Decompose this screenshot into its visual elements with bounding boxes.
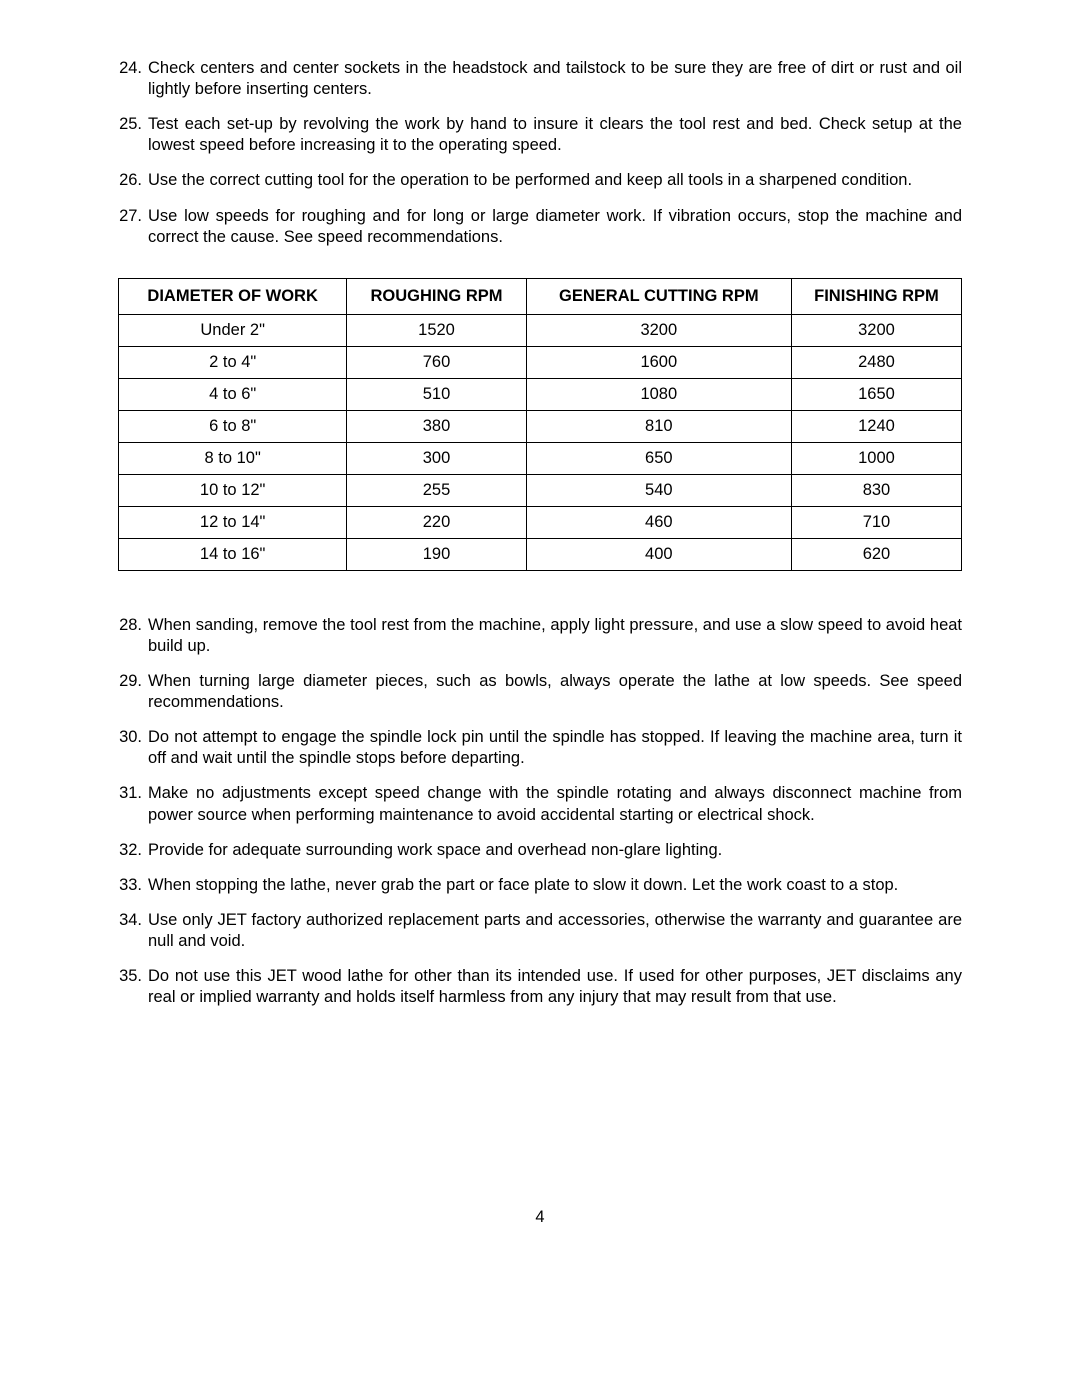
table-row: 4 to 6"51010801650 bbox=[119, 378, 962, 410]
list-item-text: When stopping the lathe, never grab the … bbox=[148, 875, 962, 896]
table-cell: 8 to 10" bbox=[119, 442, 347, 474]
table-header-row: DIAMETER OF WORKROUGHING RPMGENERAL CUTT… bbox=[119, 278, 962, 314]
table-cell: 380 bbox=[347, 410, 526, 442]
list-item: 26.Use the correct cutting tool for the … bbox=[118, 170, 962, 191]
list-item-number: 28. bbox=[118, 615, 148, 636]
table-cell: 300 bbox=[347, 442, 526, 474]
table-cell: 220 bbox=[347, 506, 526, 538]
table-row: 10 to 12"255540830 bbox=[119, 474, 962, 506]
table-row: 6 to 8"3808101240 bbox=[119, 410, 962, 442]
table-row: 8 to 10"3006501000 bbox=[119, 442, 962, 474]
speed-table-wrap: DIAMETER OF WORKROUGHING RPMGENERAL CUTT… bbox=[118, 278, 962, 571]
list-item-number: 33. bbox=[118, 875, 148, 896]
list-item: 35.Do not use this JET wood lathe for ot… bbox=[118, 966, 962, 1008]
table-header-cell: ROUGHING RPM bbox=[347, 278, 526, 314]
list-item-number: 26. bbox=[118, 170, 148, 191]
list-item-text: Test each set-up by revolving the work b… bbox=[148, 114, 962, 156]
list-item: 29.When turning large diameter pieces, s… bbox=[118, 671, 962, 713]
table-header-cell: DIAMETER OF WORK bbox=[119, 278, 347, 314]
table-cell: 460 bbox=[526, 506, 791, 538]
table-row: 12 to 14"220460710 bbox=[119, 506, 962, 538]
table-cell: 540 bbox=[526, 474, 791, 506]
list-item-number: 32. bbox=[118, 840, 148, 861]
table-cell: 4 to 6" bbox=[119, 378, 347, 410]
list-item: 33.When stopping the lathe, never grab t… bbox=[118, 875, 962, 896]
list-item-text: Do not use this JET wood lathe for other… bbox=[148, 966, 962, 1008]
table-cell: 830 bbox=[791, 474, 961, 506]
list-item-number: 30. bbox=[118, 727, 148, 748]
table-cell: 1000 bbox=[791, 442, 961, 474]
list-item-text: When turning large diameter pieces, such… bbox=[148, 671, 962, 713]
table-body: Under 2"1520320032002 to 4"760160024804 … bbox=[119, 314, 962, 570]
table-cell: 255 bbox=[347, 474, 526, 506]
table-cell: 510 bbox=[347, 378, 526, 410]
list-item-text: Check centers and center sockets in the … bbox=[148, 58, 962, 100]
document-page: 24.Check centers and center sockets in t… bbox=[0, 0, 1080, 1397]
table-cell: 3200 bbox=[791, 314, 961, 346]
table-cell: 400 bbox=[526, 538, 791, 570]
instruction-list-top: 24.Check centers and center sockets in t… bbox=[118, 58, 962, 248]
table-cell: 810 bbox=[526, 410, 791, 442]
list-item-number: 24. bbox=[118, 58, 148, 79]
table-cell: 190 bbox=[347, 538, 526, 570]
table-cell: 1600 bbox=[526, 346, 791, 378]
list-item: 32.Provide for adequate surrounding work… bbox=[118, 840, 962, 861]
table-cell: 1080 bbox=[526, 378, 791, 410]
table-cell: 710 bbox=[791, 506, 961, 538]
list-item: 34.Use only JET factory authorized repla… bbox=[118, 910, 962, 952]
list-item: 25.Test each set-up by revolving the wor… bbox=[118, 114, 962, 156]
table-cell: Under 2" bbox=[119, 314, 347, 346]
list-item-text: When sanding, remove the tool rest from … bbox=[148, 615, 962, 657]
list-item-number: 31. bbox=[118, 783, 148, 804]
list-item-number: 29. bbox=[118, 671, 148, 692]
table-cell: 10 to 12" bbox=[119, 474, 347, 506]
list-item-number: 35. bbox=[118, 966, 148, 987]
list-item: 28.When sanding, remove the tool rest fr… bbox=[118, 615, 962, 657]
list-item-text: Use low speeds for roughing and for long… bbox=[148, 206, 962, 248]
list-item: 30.Do not attempt to engage the spindle … bbox=[118, 727, 962, 769]
list-item: 27.Use low speeds for roughing and for l… bbox=[118, 206, 962, 248]
list-item-text: Use only JET factory authorized replacem… bbox=[148, 910, 962, 952]
table-cell: 620 bbox=[791, 538, 961, 570]
table-cell: 3200 bbox=[526, 314, 791, 346]
list-item-text: Provide for adequate surrounding work sp… bbox=[148, 840, 962, 861]
table-cell: 1650 bbox=[791, 378, 961, 410]
list-item-number: 25. bbox=[118, 114, 148, 135]
table-cell: 650 bbox=[526, 442, 791, 474]
page-number: 4 bbox=[0, 1208, 1080, 1227]
list-item-text: Use the correct cutting tool for the ope… bbox=[148, 170, 962, 191]
table-header-cell: FINISHING RPM bbox=[791, 278, 961, 314]
table-cell: 2 to 4" bbox=[119, 346, 347, 378]
table-header-cell: GENERAL CUTTING RPM bbox=[526, 278, 791, 314]
list-item: 24.Check centers and center sockets in t… bbox=[118, 58, 962, 100]
table-cell: 1240 bbox=[791, 410, 961, 442]
table-cell: 760 bbox=[347, 346, 526, 378]
table-cell: 1520 bbox=[347, 314, 526, 346]
table-cell: 12 to 14" bbox=[119, 506, 347, 538]
table-row: 14 to 16"190400620 bbox=[119, 538, 962, 570]
table-row: 2 to 4"76016002480 bbox=[119, 346, 962, 378]
list-item-number: 34. bbox=[118, 910, 148, 931]
table-row: Under 2"152032003200 bbox=[119, 314, 962, 346]
table-cell: 6 to 8" bbox=[119, 410, 347, 442]
speed-table: DIAMETER OF WORKROUGHING RPMGENERAL CUTT… bbox=[118, 278, 962, 571]
list-item-number: 27. bbox=[118, 206, 148, 227]
list-item-text: Do not attempt to engage the spindle loc… bbox=[148, 727, 962, 769]
table-cell: 14 to 16" bbox=[119, 538, 347, 570]
instruction-list-bottom: 28.When sanding, remove the tool rest fr… bbox=[118, 615, 962, 1009]
table-cell: 2480 bbox=[791, 346, 961, 378]
list-item: 31.Make no adjustments except speed chan… bbox=[118, 783, 962, 825]
list-item-text: Make no adjustments except speed change … bbox=[148, 783, 962, 825]
